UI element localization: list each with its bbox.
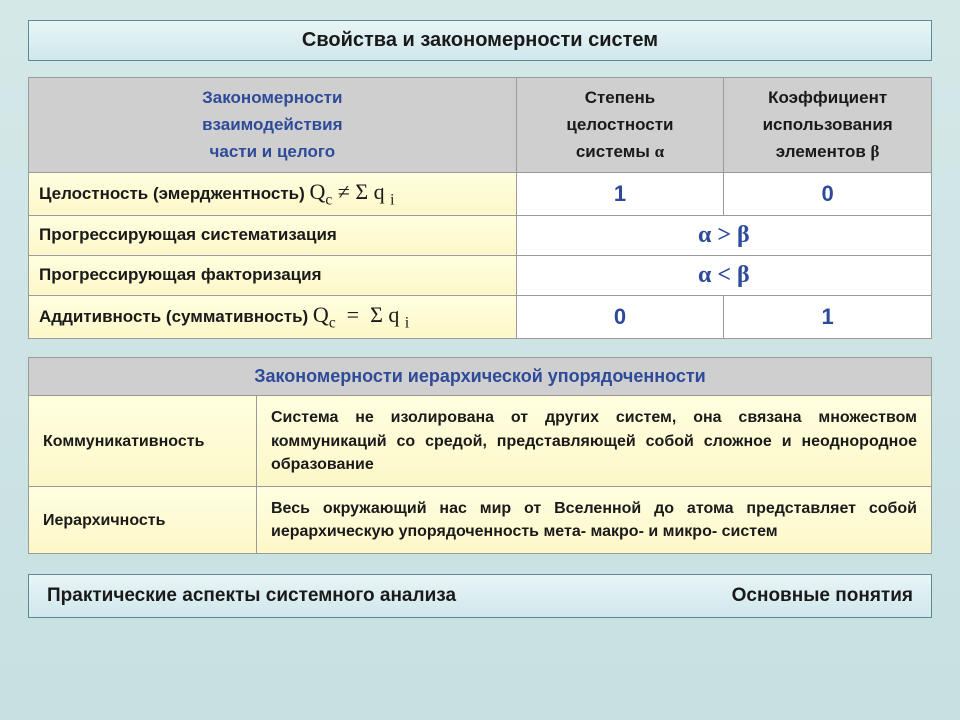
factorization-relation: α < β bbox=[516, 255, 931, 295]
hierarchy-table: Закономерности иерархической упорядоченн… bbox=[28, 357, 932, 554]
footer-bar: Практические аспекты системного анализа … bbox=[28, 574, 932, 618]
footer-left: Практические аспекты системного анализа bbox=[47, 585, 456, 607]
integrity-formula: Qc ≠ Σ q i bbox=[310, 179, 395, 204]
hdr1-l1: Закономерности bbox=[202, 88, 342, 107]
regularities-table: Закономерности взаимодействия части и це… bbox=[28, 77, 932, 339]
row-hierarchy: Иерархичность Весь окружающий нас мир от… bbox=[29, 486, 932, 553]
hierarchy-term: Иерархичность bbox=[29, 486, 257, 553]
systematization-label: Прогрессирующая систематизация bbox=[29, 215, 517, 255]
additivity-text: Аддитивность (суммативность) bbox=[39, 307, 313, 326]
additivity-formula: Qc = Σ q i bbox=[313, 302, 409, 327]
hdr3-l3p: элементов bbox=[776, 142, 871, 161]
hdr1-l3: части и целого bbox=[210, 142, 336, 161]
beta-symbol: β bbox=[871, 142, 880, 161]
row-additivity: Аддитивность (суммативность) Qc = Σ q i … bbox=[29, 295, 932, 338]
additivity-alpha: 0 bbox=[516, 295, 724, 338]
header-beta: Коэффициент использования элементов β bbox=[724, 78, 932, 173]
row-systematization: Прогрессирующая систематизация α > β bbox=[29, 215, 932, 255]
hdr2-l3p: системы bbox=[576, 142, 655, 161]
hierarchy-desc: Весь окружающий нас мир от Вселенной до … bbox=[257, 486, 932, 553]
integrity-beta: 0 bbox=[724, 172, 932, 215]
header-interaction: Закономерности взаимодействия части и це… bbox=[29, 78, 517, 173]
hdr2-l1: Степень bbox=[585, 88, 656, 107]
hdr3-l2: использования bbox=[763, 115, 893, 134]
communicativity-term: Коммуникативность bbox=[29, 396, 257, 487]
hdr3-l1: Коэффициент bbox=[768, 88, 887, 107]
communicativity-desc: Система не изолирована от других систем,… bbox=[257, 396, 932, 487]
additivity-label: Аддитивность (суммативность) Qc = Σ q i bbox=[29, 295, 517, 338]
hdr1-l2: взаимодействия bbox=[202, 115, 342, 134]
factorization-label: Прогрессирующая факторизация bbox=[29, 255, 517, 295]
table-header-row: Закономерности взаимодействия части и це… bbox=[29, 78, 932, 173]
alpha-symbol: α bbox=[655, 142, 665, 161]
row-factorization: Прогрессирующая факторизация α < β bbox=[29, 255, 932, 295]
header-alpha: Степень целостности системы α bbox=[516, 78, 724, 173]
footer-right: Основные понятия bbox=[732, 585, 913, 607]
page-title: Свойства и закономерности систем bbox=[28, 20, 932, 61]
systematization-relation: α > β bbox=[516, 215, 931, 255]
integrity-text: Целостность (эмерджентность) bbox=[39, 184, 310, 203]
additivity-beta: 1 bbox=[724, 295, 932, 338]
hierarchy-title: Закономерности иерархической упорядоченн… bbox=[29, 358, 932, 396]
integrity-alpha: 1 bbox=[516, 172, 724, 215]
integrity-label: Целостность (эмерджентность) Qc ≠ Σ q i bbox=[29, 172, 517, 215]
row-integrity: Целостность (эмерджентность) Qc ≠ Σ q i … bbox=[29, 172, 932, 215]
row-communicativity: Коммуникативность Система не изолирована… bbox=[29, 396, 932, 487]
hdr2-l2: целостности bbox=[566, 115, 673, 134]
